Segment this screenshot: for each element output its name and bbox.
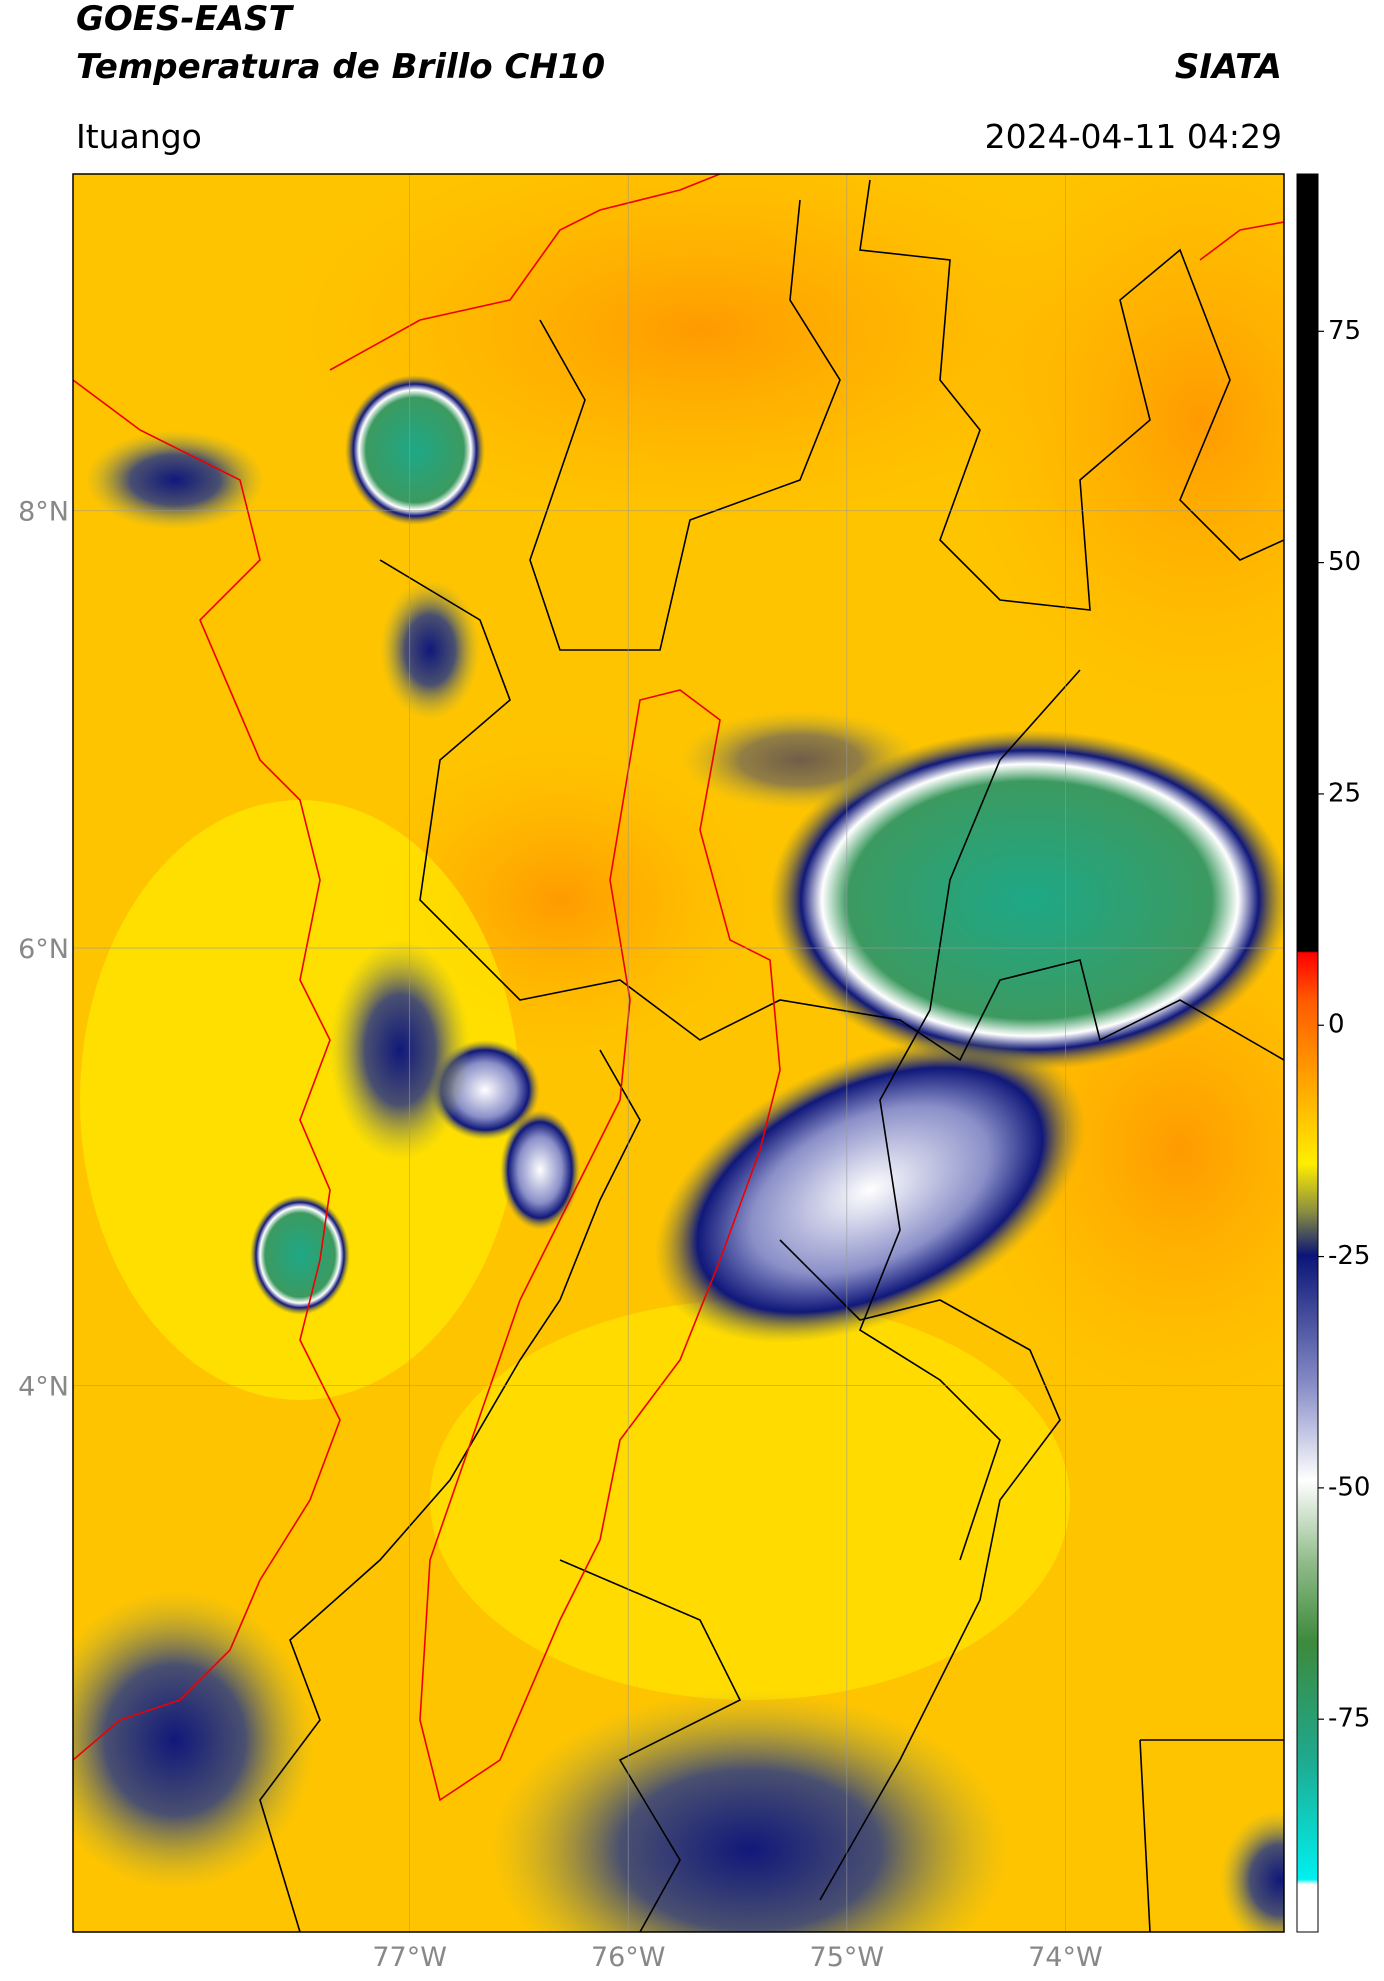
colorbar-tick-label: 75: [1328, 316, 1361, 346]
colorbar-tick-label: -50: [1328, 1472, 1370, 1502]
colorbar-tick-label: 50: [1328, 547, 1361, 577]
y-tick-label: 8°N: [18, 497, 69, 528]
x-tick-label: 75°W: [810, 1942, 885, 1973]
colorbar-tick-label: -25: [1328, 1241, 1370, 1271]
location: Ituango: [76, 117, 202, 156]
datetime: 2024-04-11 04:29: [985, 117, 1282, 156]
source: SIATA: [1175, 47, 1282, 87]
colorbar-tick-label: 25: [1328, 778, 1361, 808]
x-tick-label: 77°W: [372, 1942, 447, 1973]
subtitle: Temperatura de Brillo CH10: [76, 47, 605, 87]
satellite-image: [73, 174, 1284, 1932]
colorbar-tick-label: -75: [1328, 1704, 1370, 1734]
x-tick-label: 76°W: [591, 1942, 666, 1973]
map-frame: [72, 173, 1285, 1933]
title: GOES-EAST: [76, 0, 295, 39]
y-tick-label: 4°N: [18, 1371, 69, 1402]
y-tick-label: 6°N: [18, 934, 69, 965]
x-tick-label: 74°W: [1028, 1942, 1103, 1973]
colorbar: [1296, 173, 1319, 1933]
colorbar-tick-label: 0: [1328, 1010, 1345, 1040]
